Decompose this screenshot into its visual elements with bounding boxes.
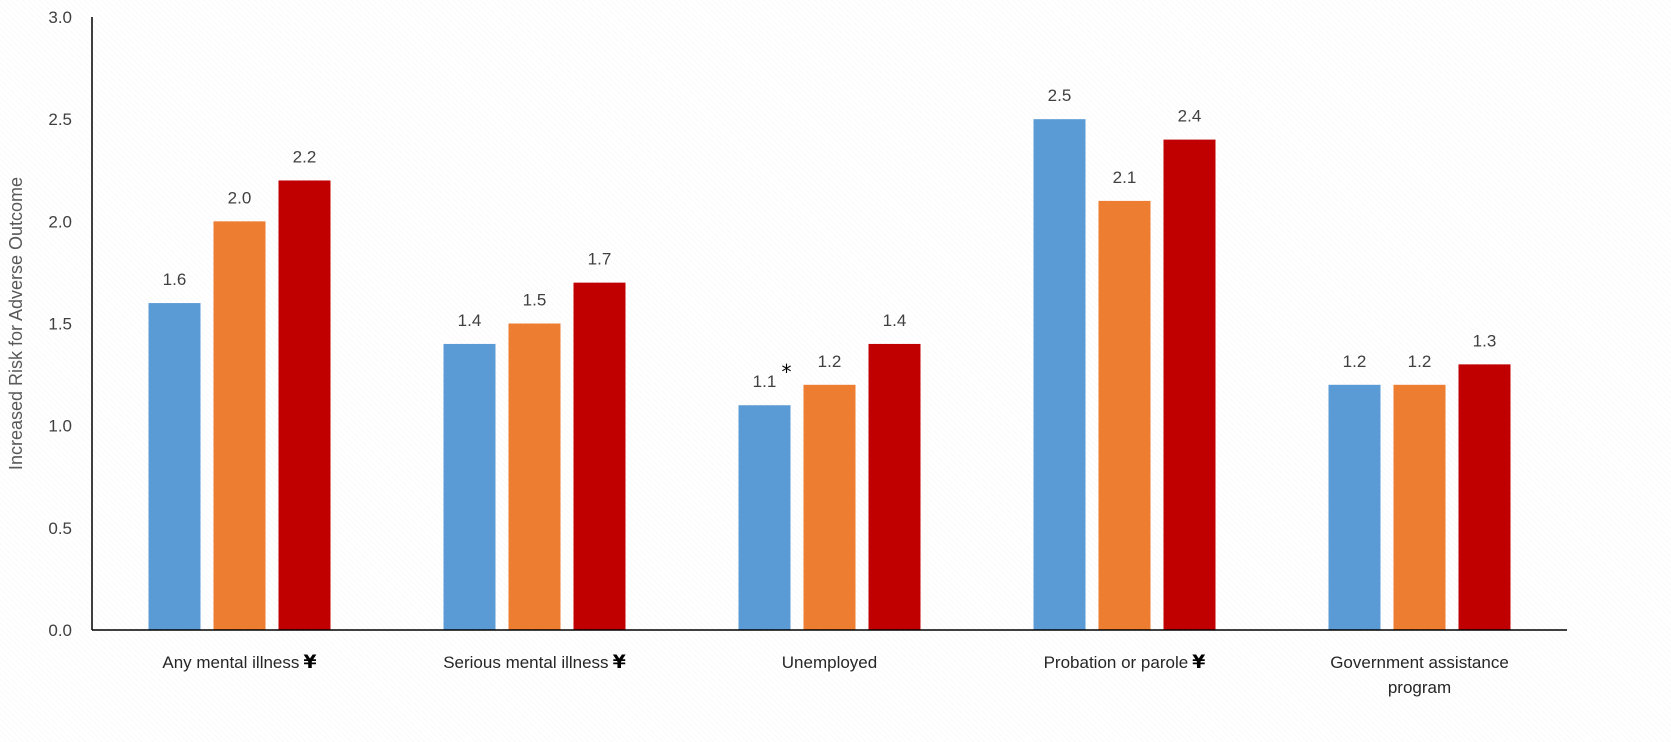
data-label: 1.4 (458, 311, 482, 330)
bar-series-1-0 (213, 221, 266, 631)
x-tick-label: Probation or parole ¥ (1044, 651, 1206, 673)
significance-marker: * (782, 360, 792, 384)
data-label: 1.2 (818, 352, 842, 371)
bar-series-0-0 (148, 303, 201, 630)
data-label: 1.5 (523, 291, 547, 310)
yen-marker: ¥ (1192, 651, 1205, 673)
data-label: 1.3 (1473, 331, 1497, 350)
x-tick-label: Government assistance program (1330, 653, 1509, 697)
y-axis-title: Increased Risk for Adverse Outcome (6, 177, 26, 470)
data-label: 1.2 (1408, 352, 1432, 371)
bar-series-2-3 (1163, 139, 1216, 630)
yen-marker: ¥ (303, 651, 316, 673)
data-label: 2.0 (228, 188, 252, 207)
data-label: 1.4 (883, 311, 907, 330)
y-tick-label: 3.0 (48, 8, 72, 27)
x-tick-label-line: Government assistance (1330, 653, 1509, 672)
bar-series-0-2 (738, 405, 791, 630)
x-tick-label-line: Any mental illness (162, 653, 299, 672)
y-tick-label: 0.5 (48, 519, 72, 538)
yen-marker: ¥ (613, 651, 626, 673)
x-tick-label: Unemployed (782, 653, 877, 672)
data-label: 1.1 (753, 372, 777, 391)
bar-series-2-2 (868, 343, 921, 630)
x-tick-label-line: program (1388, 678, 1451, 697)
bar-series-1-1 (508, 323, 561, 630)
y-tick-label: 2.5 (48, 110, 72, 129)
y-tick-label: 1.0 (48, 417, 72, 436)
bar-series-0-3 (1033, 119, 1086, 631)
x-tick-label-line: Serious mental illness (443, 653, 608, 672)
x-tick-label: Serious mental illness ¥ (443, 651, 626, 673)
bar-series-0-4 (1328, 384, 1381, 630)
x-tick-label-line: Probation or parole (1044, 653, 1189, 672)
bar-series-1-3 (1098, 200, 1151, 630)
x-tick-label: Any mental illness ¥ (162, 651, 316, 673)
y-tick-label: 0.0 (48, 621, 72, 640)
data-label: 2.4 (1178, 107, 1202, 126)
data-label: 1.6 (163, 270, 187, 289)
bar-series-2-4 (1458, 364, 1511, 630)
data-label: 1.7 (588, 250, 612, 269)
bar-series-1-4 (1393, 384, 1446, 630)
x-tick-label-line: Unemployed (782, 653, 877, 672)
y-tick-label: 1.5 (48, 315, 72, 334)
data-label: 2.2 (293, 147, 317, 166)
data-label: 2.1 (1113, 168, 1137, 187)
bar-series-1-2 (803, 384, 856, 630)
bar-series-2-1 (573, 282, 626, 630)
y-tick-label: 2.0 (48, 212, 72, 231)
data-label: 2.5 (1048, 86, 1072, 105)
data-label: 1.2 (1343, 352, 1367, 371)
bar-series-2-0 (278, 180, 331, 630)
bar-series-0-1 (443, 343, 496, 630)
